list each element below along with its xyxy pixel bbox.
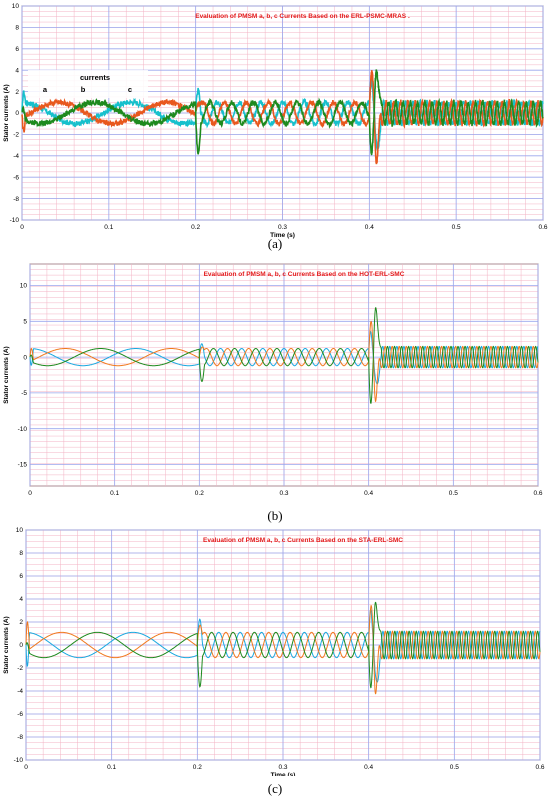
y-tick-label: 8 [19, 550, 23, 557]
x-tick-label: 0.6 [538, 224, 547, 231]
x-tick-label: 0.3 [278, 764, 287, 771]
x-tick-label: 0.5 [452, 224, 461, 231]
major-grid [21, 5, 544, 221]
y-tick-label: -2 [13, 132, 19, 139]
legend-label-a: a [43, 85, 48, 94]
x-tick-label: 0.2 [191, 224, 200, 231]
x-axis-label: Time (s) [271, 772, 296, 776]
y-tick-label: -4 [13, 153, 19, 160]
y-tick-label: -15 [18, 462, 28, 469]
x-tick-label: 0 [24, 764, 28, 771]
x-tick-label: 0 [20, 224, 24, 231]
chart-b: 00.10.20.30.40.50.6-15-10-50510Time (s)S… [3, 263, 543, 496]
x-tick-label: 0.6 [533, 490, 542, 496]
y-axis-label: Stator currents (A) [3, 84, 10, 141]
x-tick-label: 0.5 [450, 764, 459, 771]
x-tick-label: 0.3 [278, 224, 287, 231]
series-line-c [25, 601, 541, 689]
x-tick-label: 0 [28, 490, 32, 496]
y-tick-label: -8 [17, 734, 23, 741]
y-tick-label: -6 [13, 174, 19, 181]
series-line-b [25, 604, 541, 695]
x-tick-label: 0.2 [193, 764, 202, 771]
x-tick-label: 0.4 [365, 224, 374, 231]
y-tick-label: 6 [19, 573, 23, 580]
x-tick-label: 0.6 [535, 764, 544, 771]
chart-title: Evaluation of PMSM a, b, c Currents Base… [204, 271, 405, 278]
chart-panel-b: 00.10.20.30.40.50.6-15-10-50510Time (s)S… [0, 256, 550, 496]
x-tick-label: 0.2 [195, 490, 204, 496]
y-tick-label: 2 [19, 619, 23, 626]
y-tick-label: 4 [15, 67, 19, 74]
y-tick-label: -5 [21, 390, 27, 397]
x-tick-label: 0.4 [364, 490, 373, 496]
y-axis-label: Stator currents (A) [3, 346, 10, 403]
chart-title: Evaluation of PMSM a, b, c Currents Base… [203, 537, 403, 544]
series-line-c [21, 69, 544, 156]
caption-c: (c) [267, 781, 283, 796]
y-tick-label: -2 [17, 665, 23, 672]
y-tick-label: 2 [15, 89, 19, 96]
x-axis-label: Time (s) [270, 232, 295, 239]
caption-b: (b) [267, 508, 283, 523]
y-tick-label: -8 [13, 196, 19, 203]
y-tick-label: 0 [19, 642, 23, 649]
chart-c: 0 0.1 0.2 0.3 0.4 0.5 0.6 -10 -8 -6 -4 -2 0 2 4 6 8 10 Tim… [3, 527, 545, 776]
chart-panel-a: 0 0.1 0.2 0.3 0.4 0.5 0.6 -10 -8 -6 -4 -2 0 2 4 6 8 10 Tim… [0, 0, 550, 240]
major-grid [29, 264, 539, 486]
x-tick-label: 0.1 [104, 224, 113, 231]
y-tick-label: 10 [12, 3, 20, 10]
chart-panel-c: 0 0.1 0.2 0.3 0.4 0.5 0.6 -10 -8 -6 -4 -2 0 2 4 6 8 10 Tim… [0, 524, 550, 776]
y-tick-label: 10 [20, 283, 28, 290]
y-tick-label: -10 [18, 426, 28, 433]
y-tick-label: -10 [10, 217, 20, 224]
y-tick-label: 5 [23, 318, 27, 325]
y-tick-label: -10 [14, 757, 24, 764]
x-tick-label: 0.1 [110, 490, 119, 496]
y-tick-label: 0 [23, 354, 27, 361]
caption-a: (a) [267, 236, 283, 251]
y-tick-label: 10 [16, 527, 24, 534]
legend-title: currents [80, 73, 110, 82]
y-tick-label: 4 [19, 596, 23, 603]
chart-title: Evaluation of PMSM a, b, c Currents Base… [195, 13, 410, 20]
series-line-c [29, 307, 539, 405]
y-axis-label: Stator currents (A) [3, 616, 10, 673]
chart-a: 0 0.1 0.2 0.3 0.4 0.5 0.6 -10 -8 -6 -4 -2 0 2 4 6 8 10 Tim… [3, 3, 548, 239]
series-line-b [29, 320, 539, 403]
y-tick-label: 0 [15, 110, 19, 117]
series-line-b [21, 70, 544, 165]
y-tick-label: -4 [17, 688, 23, 695]
y-tick-label: -6 [17, 711, 23, 718]
legend: currents a b c [28, 70, 148, 98]
x-tick-label: 0.5 [449, 490, 458, 496]
y-tick-label: 8 [15, 25, 19, 32]
major-grid [25, 529, 541, 761]
x-tick-label: 0.3 [279, 490, 288, 496]
y-tick-label: 6 [15, 46, 19, 53]
legend-label-b: b [81, 85, 86, 94]
legend-label-c: c [128, 85, 132, 94]
x-tick-label: 0.1 [107, 764, 116, 771]
x-tick-label: 0.4 [364, 764, 373, 771]
